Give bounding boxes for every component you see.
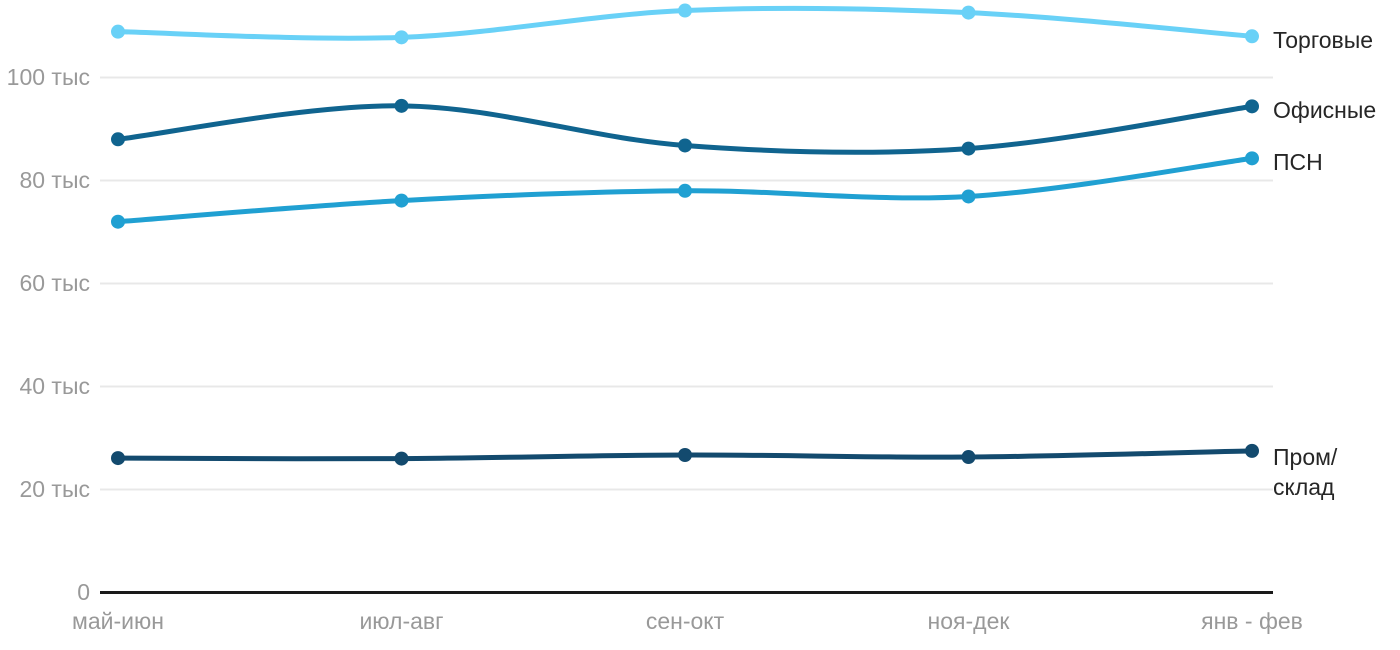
data-point-0-1: [394, 30, 409, 45]
data-point-2-2: [678, 183, 692, 198]
data-point-1-2: [678, 138, 692, 153]
x-tick-label: ноя-дек: [927, 608, 1010, 634]
data-point-1-3: [961, 141, 976, 156]
x-tick-label: июл-авг: [359, 608, 444, 634]
data-point-0-4: [1245, 29, 1259, 44]
data-point-1-4: [1245, 99, 1259, 114]
data-point-1-1: [394, 98, 409, 113]
data-point-3-0: [111, 451, 125, 466]
y-tick-label: 100 тыс: [6, 63, 90, 90]
y-tick-label: 80 тыс: [19, 166, 90, 193]
data-point-2-4: [1245, 151, 1259, 166]
y-tick-label: 40 тыс: [19, 372, 90, 399]
x-tick-label: сен-окт: [645, 608, 725, 634]
data-point-2-3: [961, 189, 976, 204]
series-label-3: Пром/склад: [1273, 442, 1337, 502]
x-tick-label: янв - фев: [1201, 608, 1303, 634]
data-point-1-0: [111, 132, 125, 147]
y-tick-label: 20 тыс: [19, 475, 90, 502]
data-point-2-1: [394, 193, 409, 208]
data-point-3-3: [961, 450, 976, 465]
series-label-line: Офисные: [1273, 97, 1377, 124]
series-label-line: Торговые: [1273, 27, 1374, 54]
series-label-line: ПСН: [1273, 149, 1323, 176]
series-label-line: склад: [1273, 473, 1335, 500]
data-point-3-2: [678, 447, 692, 462]
data-point-0-2: [678, 3, 692, 18]
data-point-0-0: [111, 24, 125, 39]
data-point-0-3: [961, 5, 976, 20]
data-point-3-4: [1245, 443, 1259, 458]
series-label-2: ПСН: [1273, 147, 1323, 177]
data-point-3-1: [394, 451, 409, 466]
y-tick-label: 60 тыс: [19, 269, 90, 296]
series-label-0: Торговые: [1273, 25, 1373, 55]
x-tick-label: май-июн: [72, 608, 164, 634]
y-tick-label: 0: [77, 578, 90, 605]
data-point-2-0: [111, 214, 125, 229]
series-label-line: Пром/: [1273, 443, 1338, 470]
series-label-1: Офисные: [1273, 95, 1376, 125]
